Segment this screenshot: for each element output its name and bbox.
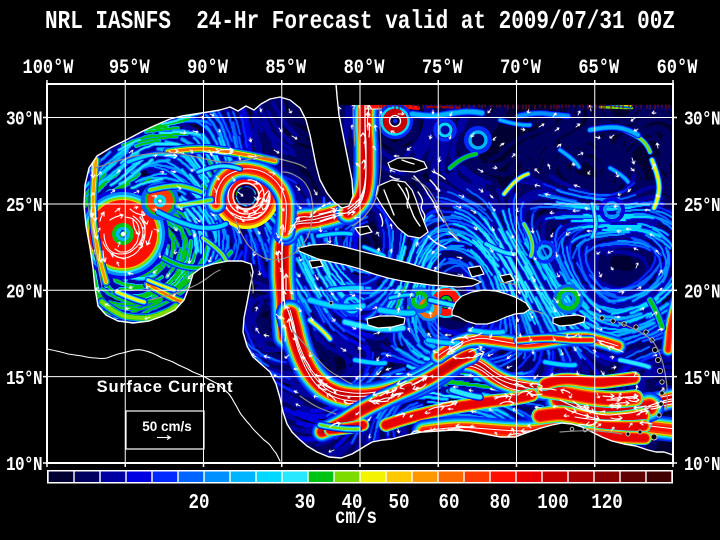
svg-text:40: 40	[342, 491, 363, 515]
svg-text:80: 80	[490, 491, 511, 515]
svg-text:100°W: 100°W	[23, 56, 75, 80]
svg-text:65°W: 65°W	[578, 56, 619, 80]
svg-text:25°N: 25°N	[6, 196, 42, 218]
svg-text:30°N: 30°N	[684, 109, 720, 131]
svg-text:NRL IASNFS 24-Hr Forecast val: NRL IASNFS 24-Hr Forecast valid at 2009/…	[45, 7, 675, 37]
svg-text:20°N: 20°N	[6, 282, 42, 304]
svg-text:Surface Current: Surface Current	[97, 378, 234, 396]
svg-text:90°W: 90°W	[187, 56, 228, 80]
svg-text:30: 30	[295, 491, 316, 515]
svg-text:cm/s: cm/s	[335, 506, 377, 530]
svg-text:120: 120	[591, 491, 622, 515]
svg-text:30°N: 30°N	[6, 109, 42, 131]
svg-text:20°N: 20°N	[684, 282, 720, 304]
svg-text:10°N: 10°N	[6, 455, 42, 477]
svg-text:25°N: 25°N	[684, 196, 720, 218]
svg-text:15°N: 15°N	[684, 369, 720, 391]
svg-text:50: 50	[389, 491, 410, 515]
svg-text:75°W: 75°W	[422, 56, 463, 80]
svg-text:15°N: 15°N	[6, 369, 42, 391]
svg-text:50 cm/s: 50 cm/s	[142, 419, 192, 434]
svg-text:10°N: 10°N	[684, 455, 720, 477]
svg-text:95°W: 95°W	[109, 56, 150, 80]
svg-text:60°W: 60°W	[657, 56, 698, 80]
svg-text:60: 60	[439, 491, 460, 515]
svg-text:100: 100	[537, 491, 568, 515]
svg-text:20: 20	[189, 491, 210, 515]
svg-text:80°W: 80°W	[344, 56, 385, 80]
svg-text:85°W: 85°W	[265, 56, 306, 80]
svg-text:70°W: 70°W	[500, 56, 541, 80]
